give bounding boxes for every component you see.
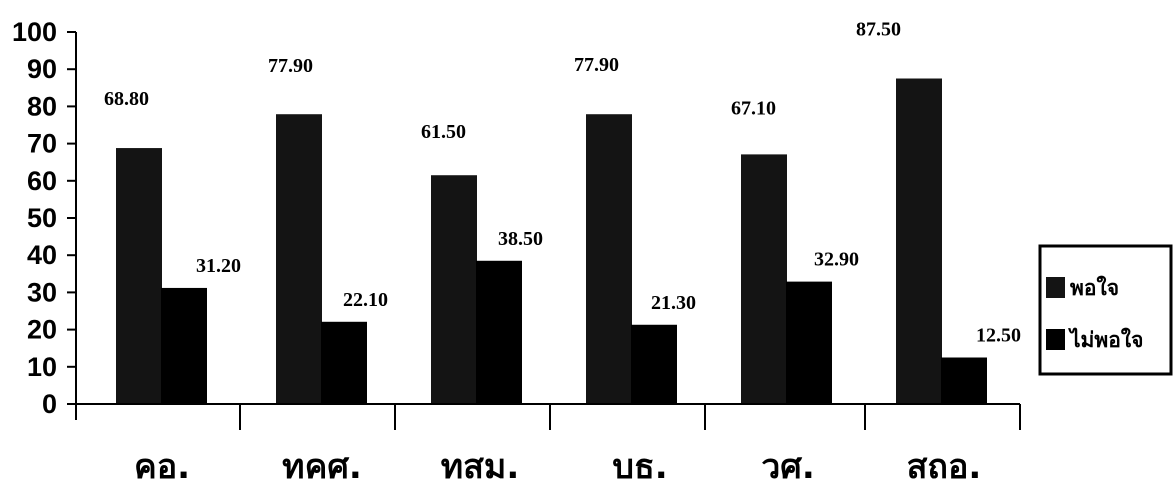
data-label: 77.90 xyxy=(268,55,313,77)
y-tick-label: 30 xyxy=(27,277,57,307)
data-labels: 68.80 77.90 61.50 77.90 67.10 87.50 31.20 22.10… xyxy=(104,19,1021,347)
y-tick-label: 50 xyxy=(27,203,57,233)
category-label: ทสม. xyxy=(441,447,520,484)
y-tick-label: 100 xyxy=(12,17,57,47)
y-tick-label: 90 xyxy=(27,54,57,84)
bar-satisfied xyxy=(276,114,322,404)
bar-unsatisfied xyxy=(786,281,832,404)
y-tick-label: 20 xyxy=(27,315,57,345)
bar-satisfied xyxy=(116,148,162,404)
category-label: บธ. xyxy=(612,447,667,484)
x-axis-ticks xyxy=(239,404,1021,430)
bar-satisfied xyxy=(586,114,632,404)
bars xyxy=(116,78,987,404)
data-label: 68.80 xyxy=(104,88,149,110)
legend-swatch xyxy=(1046,277,1065,298)
data-label: 67.10 xyxy=(731,97,776,119)
data-label: 12.50 xyxy=(976,325,1021,347)
data-label: 87.50 xyxy=(856,19,901,41)
legend-swatch xyxy=(1046,329,1065,350)
bar-unsatisfied xyxy=(161,287,207,404)
data-label: 61.50 xyxy=(421,121,466,143)
legend-box xyxy=(1038,244,1173,376)
bar-unsatisfied xyxy=(321,321,367,404)
bar-satisfied xyxy=(896,78,942,404)
data-label: 77.90 xyxy=(574,54,619,76)
y-tick-label: 10 xyxy=(27,352,57,382)
data-label: 31.20 xyxy=(196,255,241,277)
y-tick-label: 80 xyxy=(27,91,57,121)
bar-unsatisfied xyxy=(631,324,677,404)
data-label: 22.10 xyxy=(343,289,388,311)
bar-unsatisfied xyxy=(476,260,522,404)
data-label: 21.30 xyxy=(651,292,696,314)
y-tick-label: 60 xyxy=(27,166,57,196)
axes xyxy=(75,32,1020,420)
category-label: สถอ. xyxy=(907,447,982,484)
y-tick-label: 70 xyxy=(27,129,57,159)
data-label: 38.50 xyxy=(498,228,543,250)
y-axis-ticks: 0 10 20 30 40 50 60 70 80 90 100 xyxy=(12,17,76,419)
category-label: วศ. xyxy=(761,447,815,484)
legend-label: พอใจ xyxy=(1070,275,1119,300)
bar-unsatisfied xyxy=(941,357,987,404)
bar-satisfied xyxy=(431,175,477,404)
legend-label: ไม่พอใจ xyxy=(1068,327,1143,352)
category-label: คอ. xyxy=(134,447,190,484)
category-labels: คอ. ทคศ. ทสม. บธ. วศ. สถอ. xyxy=(134,447,981,484)
y-tick-label: 40 xyxy=(27,240,57,270)
category-label: ทคศ. xyxy=(282,447,362,484)
bar-satisfied xyxy=(741,154,787,404)
data-label: 32.90 xyxy=(814,249,859,271)
y-tick-label: 0 xyxy=(42,389,57,419)
